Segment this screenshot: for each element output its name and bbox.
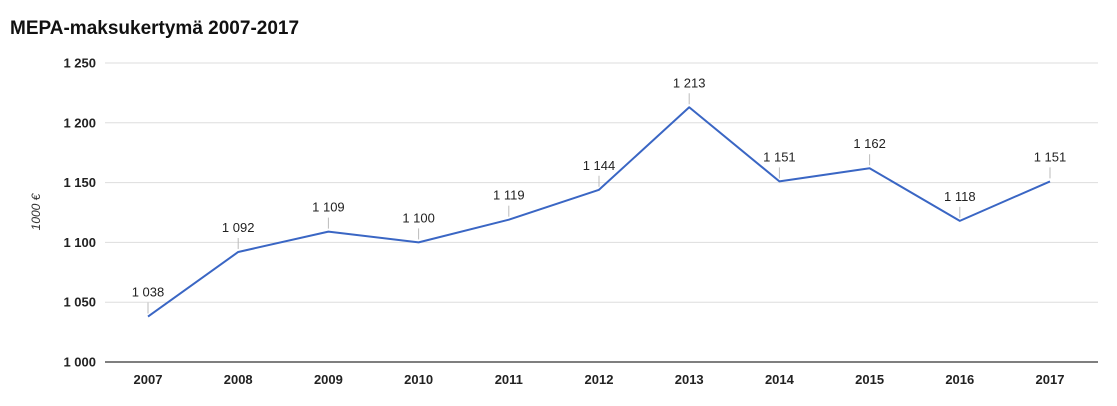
x-tick-label: 2012	[585, 372, 614, 387]
data-label: 1 109	[312, 200, 345, 215]
x-tick-label: 2011	[495, 372, 523, 387]
y-tick-label: 1 150	[63, 175, 96, 190]
x-tick-label: 2009	[314, 372, 343, 387]
data-label: 1 162	[853, 136, 886, 151]
x-tick-label: 2007	[134, 372, 163, 387]
gridlines	[105, 62, 1098, 363]
x-tick-label: 2015	[855, 372, 884, 387]
data-label: 1 144	[583, 158, 616, 173]
data-label: 1 151	[1034, 149, 1067, 164]
y-tick-label: 1 000	[63, 355, 96, 370]
data-label: 1 100	[402, 210, 435, 225]
data-label: 1 118	[944, 189, 976, 204]
y-axis-ticks: 1 000 1 050 1 100 1 150 1 200 1 250	[63, 56, 96, 370]
x-tick-label: 2008	[224, 372, 253, 387]
series-line	[147, 106, 1051, 318]
chart-title: MEPA-maksukertymä 2007-2017	[10, 18, 300, 39]
series-line-group	[147, 106, 1051, 318]
x-tick-label: 2014	[765, 372, 795, 387]
data-label: 1 092	[222, 220, 255, 235]
y-tick-label: 1 200	[63, 115, 96, 130]
data-label: 1 213	[673, 75, 706, 90]
y-tick-label: 1 050	[63, 295, 96, 310]
y-tick-label: 1 250	[63, 56, 96, 71]
data-label: 1 151	[763, 149, 796, 164]
x-tick-label: 2017	[1036, 372, 1065, 387]
data-label: 1 119	[493, 188, 525, 203]
x-tick-label: 2010	[404, 372, 433, 387]
x-tick-label: 2016	[945, 372, 974, 387]
y-tick-label: 1 100	[63, 235, 96, 250]
x-tick-label: 2013	[675, 372, 704, 387]
data-labels: 1 038 1 092 1 109 1 100 1 119 1 144 1 213 1 151…	[132, 75, 1067, 314]
data-label: 1 038	[132, 285, 165, 300]
y-axis-label: 1000 €	[29, 192, 43, 230]
x-axis-ticks: 2007 2008 2009 2010 2011 2012 2013 2014 2015 2016…	[134, 372, 1065, 387]
